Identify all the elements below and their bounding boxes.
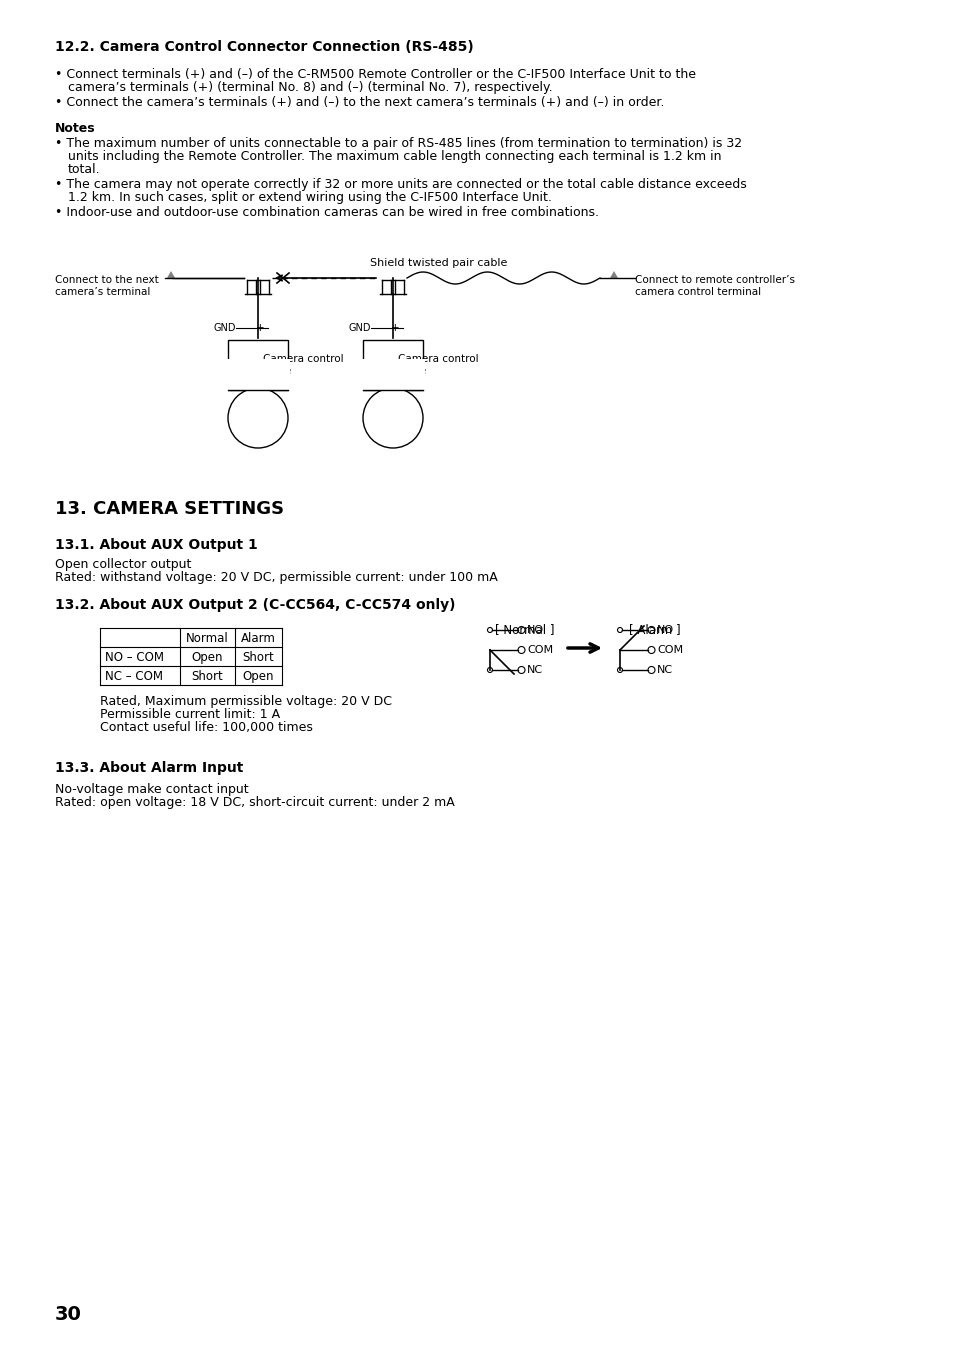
Text: 13.3. About Alarm Input: 13.3. About Alarm Input — [55, 761, 243, 775]
Text: GND: GND — [213, 323, 235, 332]
Text: Rated: open voltage: 18 V DC, short-circuit current: under 2 mA: Rated: open voltage: 18 V DC, short-circ… — [55, 796, 455, 809]
Text: Alarm: Alarm — [241, 632, 275, 644]
Text: 1.2 km. In such cases, split or extend wiring using the C-IF500 Interface Unit.: 1.2 km. In such cases, split or extend w… — [68, 190, 551, 204]
Text: Permissible current limit: 1 A: Permissible current limit: 1 A — [100, 708, 280, 721]
Text: • Indoor-use and outdoor-use combination cameras can be wired in free combinatio: • Indoor-use and outdoor-use combination… — [55, 205, 598, 219]
Ellipse shape — [363, 388, 422, 449]
Text: NC: NC — [657, 665, 673, 676]
Text: • Connect the camera’s terminals (+) and (–) to the next camera’s terminals (+) : • Connect the camera’s terminals (+) and… — [55, 96, 663, 109]
Text: 13.2. About AUX Output 2 (C-CC564, C-CC574 only): 13.2. About AUX Output 2 (C-CC564, C-CC5… — [55, 598, 455, 612]
Text: Camera control: Camera control — [397, 354, 478, 363]
Text: GND: GND — [348, 323, 371, 332]
Text: Open: Open — [192, 651, 223, 663]
Text: NO: NO — [657, 626, 674, 635]
Text: NC: NC — [526, 665, 542, 676]
Text: 12.2. Camera Control Connector Connection (RS-485): 12.2. Camera Control Connector Connectio… — [55, 41, 474, 54]
Text: Connect to the next: Connect to the next — [55, 276, 158, 285]
Text: Notes: Notes — [55, 122, 95, 135]
Bar — [363, 340, 422, 390]
Text: Open: Open — [242, 670, 274, 684]
Text: total.: total. — [68, 163, 100, 176]
Text: Contact useful life: 100,000 times: Contact useful life: 100,000 times — [100, 721, 313, 734]
Text: 30: 30 — [55, 1305, 82, 1324]
Text: –: – — [380, 323, 385, 332]
Text: NO: NO — [526, 626, 543, 635]
Text: • The camera may not operate correctly if 32 or more units are connected or the : • The camera may not operate correctly i… — [55, 178, 746, 190]
Text: NO – COM: NO – COM — [105, 651, 164, 663]
Text: NC – COM: NC – COM — [105, 670, 163, 684]
Text: camera’s terminal: camera’s terminal — [55, 286, 151, 297]
Text: Short: Short — [192, 670, 223, 684]
Text: [ Alarm ]: [ Alarm ] — [629, 623, 680, 636]
Text: No-voltage make contact input: No-voltage make contact input — [55, 784, 249, 796]
Text: • The maximum number of units connectable to a pair of RS-485 lines (from termin: • The maximum number of units connectabl… — [55, 136, 741, 150]
Text: Normal: Normal — [186, 632, 229, 644]
Text: Short: Short — [242, 651, 274, 663]
Text: cable: cable — [263, 366, 291, 376]
Text: [ Normal ]: [ Normal ] — [495, 623, 554, 636]
Text: 13.1. About AUX Output 1: 13.1. About AUX Output 1 — [55, 538, 257, 553]
Text: Open collector output: Open collector output — [55, 558, 192, 571]
Text: Rated: withstand voltage: 20 V DC, permissible current: under 100 mA: Rated: withstand voltage: 20 V DC, permi… — [55, 571, 497, 584]
Text: +: + — [255, 323, 264, 332]
Text: +: + — [391, 323, 399, 332]
Bar — [226, 359, 290, 390]
Text: Shield twisted pair cable: Shield twisted pair cable — [370, 258, 507, 267]
Text: camera’s terminals (+) (terminal No. 8) and (–) (terminal No. 7), respectively.: camera’s terminals (+) (terminal No. 8) … — [68, 81, 552, 95]
Polygon shape — [167, 272, 174, 278]
Text: –: – — [245, 323, 251, 332]
Bar — [228, 340, 288, 390]
Text: COM: COM — [526, 644, 553, 655]
Text: 13. CAMERA SETTINGS: 13. CAMERA SETTINGS — [55, 500, 284, 517]
Text: Rated, Maximum permissible voltage: 20 V DC: Rated, Maximum permissible voltage: 20 V… — [100, 694, 392, 708]
Text: Connect to remote controller’s: Connect to remote controller’s — [635, 276, 794, 285]
Ellipse shape — [228, 388, 288, 449]
Polygon shape — [609, 272, 618, 278]
Text: units including the Remote Controller. The maximum cable length connecting each : units including the Remote Controller. T… — [68, 150, 720, 163]
Text: • Connect terminals (+) and (–) of the C-RM500 Remote Controller or the C-IF500 : • Connect terminals (+) and (–) of the C… — [55, 68, 696, 81]
Text: camera control terminal: camera control terminal — [635, 286, 760, 297]
Text: cable: cable — [397, 366, 426, 376]
Text: COM: COM — [657, 644, 682, 655]
Bar — [360, 359, 424, 390]
Text: Camera control: Camera control — [263, 354, 343, 363]
